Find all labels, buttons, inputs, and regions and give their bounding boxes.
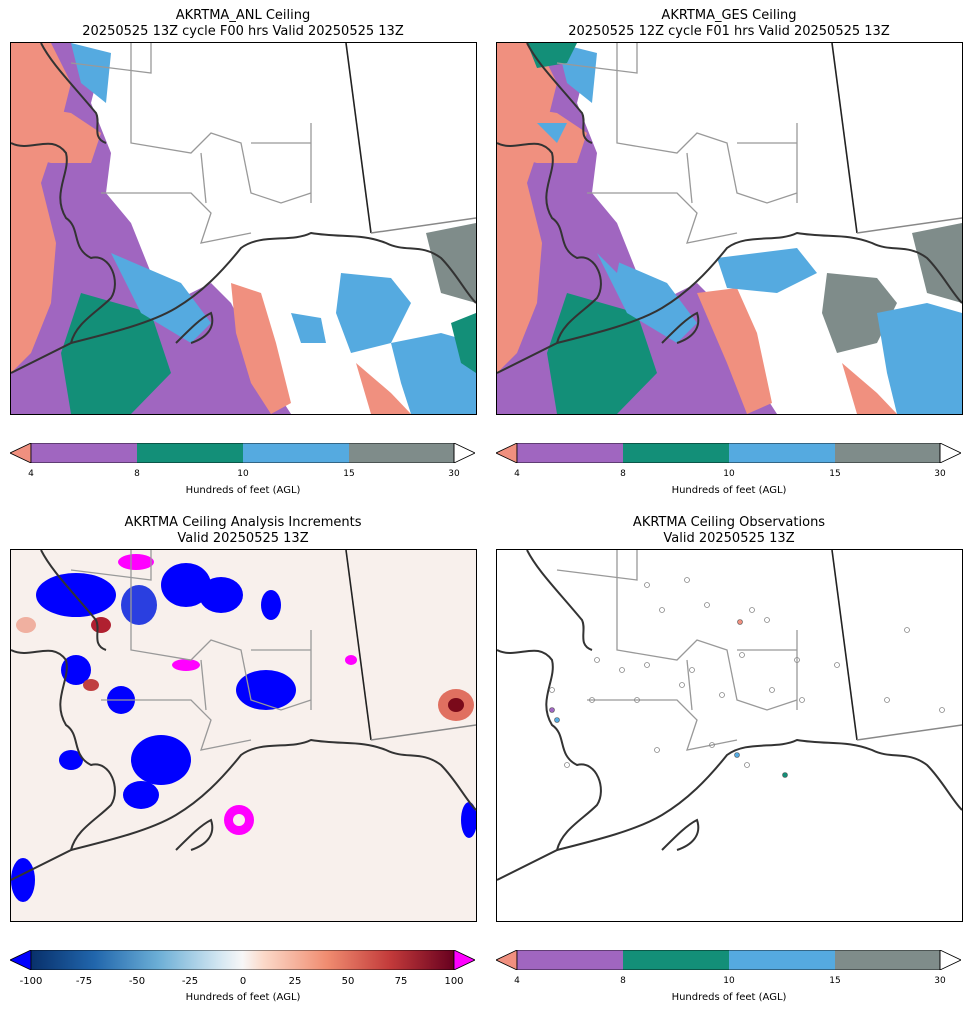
ceiling-colorbar: 4 8 10 15 30 bbox=[9, 442, 476, 483]
map-ges-ceiling bbox=[496, 42, 963, 415]
colorbar-tick: -75 bbox=[75, 976, 93, 987]
colorbar-tick: 4 bbox=[514, 469, 520, 479]
colorbar-tick: 30 bbox=[934, 976, 946, 986]
colorbar-tick: 25 bbox=[288, 976, 302, 987]
panel-subtitle: 20250525 13Z cycle F00 hrs Valid 2025052… bbox=[82, 24, 404, 39]
colorbar-tick: 4 bbox=[28, 469, 34, 479]
colorbar-tick: 15 bbox=[829, 976, 841, 986]
colorbar-tick: 30 bbox=[448, 469, 460, 479]
ceiling-colorbar: 4 8 10 15 30 bbox=[495, 949, 962, 990]
colorbar-tick: -100 bbox=[19, 976, 43, 987]
panel-anl-ceiling: AKRTMA_ANL Ceiling 20250525 13Z cycle F0… bbox=[0, 0, 486, 506]
colorbar-tick: -50 bbox=[128, 976, 146, 987]
panel-subtitle: 20250525 12Z cycle F01 hrs Valid 2025052… bbox=[568, 24, 890, 39]
ceiling-fill bbox=[11, 43, 476, 414]
colorbar-tick: 8 bbox=[620, 469, 626, 479]
colorbar-label: Hundreds of feet (AGL) bbox=[185, 485, 301, 496]
colorbar-label: Hundreds of feet (AGL) bbox=[185, 992, 301, 1003]
panel-observations: AKRTMA Ceiling Observations Valid 202505… bbox=[486, 506, 972, 1013]
map-anl-ceiling bbox=[10, 42, 477, 415]
colorbar-label: Hundreds of feet (AGL) bbox=[671, 992, 787, 1003]
colorbar-tick: 100 bbox=[444, 976, 464, 987]
colorbar-tick: 10 bbox=[237, 469, 249, 479]
colorbar-tick: 0 bbox=[239, 976, 247, 987]
map-increments bbox=[10, 549, 477, 922]
panel-subtitle: Valid 20250525 13Z bbox=[663, 531, 795, 546]
colorbar-tick: 8 bbox=[134, 469, 140, 479]
increment-colorbar: -100 -75 -50 -25 0 25 50 75 100 bbox=[9, 949, 476, 990]
panel-title: AKRTMA Ceiling Analysis Increments bbox=[124, 515, 362, 530]
colorbar-tick: 4 bbox=[514, 976, 520, 986]
panel-title: AKRTMA Ceiling Observations bbox=[632, 515, 826, 530]
colorbar-tick: 10 bbox=[723, 976, 735, 986]
map-observations bbox=[496, 549, 963, 922]
colorbar-tick: 10 bbox=[723, 469, 735, 479]
panel-title: AKRTMA_ANL Ceiling bbox=[175, 8, 311, 23]
colorbar-tick: 75 bbox=[394, 976, 408, 987]
ceiling-colorbar: 4 8 10 15 30 bbox=[495, 442, 962, 483]
colorbar-label: Hundreds of feet (AGL) bbox=[671, 485, 787, 496]
panel-title: AKRTMA_GES Ceiling bbox=[661, 8, 797, 23]
colorbar-tick: 50 bbox=[341, 976, 355, 987]
colorbar-tick: 15 bbox=[829, 469, 841, 479]
panel-increments: AKRTMA Ceiling Analysis Increments Valid… bbox=[0, 506, 486, 1013]
colorbar-tick: 8 bbox=[620, 976, 626, 986]
panel-subtitle: Valid 20250525 13Z bbox=[177, 531, 309, 546]
colorbar-tick: 30 bbox=[934, 469, 946, 479]
colorbar-tick: -25 bbox=[181, 976, 199, 987]
colorbar-tick: 15 bbox=[343, 469, 355, 479]
panel-ges-ceiling: AKRTMA_GES Ceiling 20250525 12Z cycle F0… bbox=[486, 0, 972, 506]
